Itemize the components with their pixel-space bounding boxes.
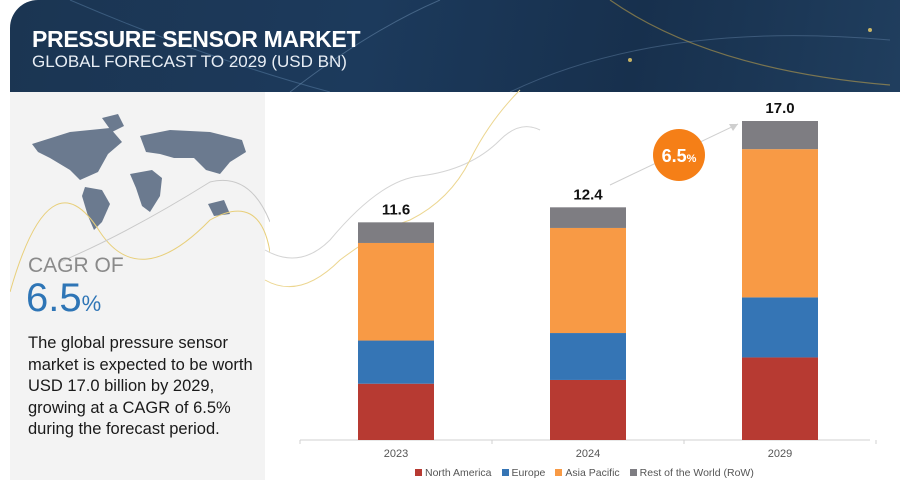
total-label-2023: 11.6: [382, 201, 410, 218]
world-map-icon: [10, 114, 270, 292]
legend-label: Asia Pacific: [565, 467, 620, 479]
cagr-badge-text: 6.5%: [662, 146, 697, 166]
chart-title: PRESSURE SENSOR MARKET: [32, 26, 361, 52]
total-label-2024: 12.4: [573, 186, 603, 203]
total-label-2029: 17.0: [765, 100, 794, 117]
legend-label: Rest of the World (RoW): [639, 467, 754, 479]
cagr-unit: %: [81, 291, 102, 316]
market-description: The global pressure sensor market is exp…: [28, 334, 253, 438]
bar-segment-asia-pacific-2023: [358, 242, 434, 341]
cagr-badge: [653, 129, 705, 181]
cagr-number: 6.5: [26, 276, 82, 320]
x-tick-label-2024: 2024: [576, 448, 600, 460]
decor-curve: [264, 126, 541, 259]
legend-item: Europe: [501, 467, 546, 479]
legend-swatch: [501, 469, 509, 476]
decor-curve: [264, 89, 521, 288]
legend-item: Rest of the World (RoW): [629, 467, 754, 479]
legend-swatch: [555, 469, 563, 476]
x-tick-label-2023: 2023: [384, 448, 408, 460]
legend: North America Europe Asia Pacific Rest of t…: [415, 467, 754, 479]
header-banner: PRESSURE SENSOR MARKET GLOBAL FORECAST T…: [10, 0, 900, 92]
bar-segment-asia-pacific-2024: [550, 227, 626, 334]
cagr-value: 6.5%: [26, 276, 101, 321]
header-decoration: [69, 0, 891, 92]
bar-segment-asia-pacific-2029: [742, 149, 818, 298]
legend-swatch: [629, 469, 637, 476]
bar-segment-rest-of-the-world-row--2029: [742, 121, 818, 150]
legend-label: North America: [425, 467, 492, 479]
chart-subtitle: GLOBAL FORECAST TO 2029 (USD BN): [32, 52, 347, 71]
bar-segment-rest-of-the-world-row--2024: [550, 207, 626, 228]
bar-segment-europe-2024: [550, 333, 626, 380]
legend-item: Asia Pacific: [555, 467, 620, 479]
bar-segment-north-america-2029: [742, 357, 818, 440]
legend-label: Europe: [511, 467, 546, 479]
legend-swatch: [415, 469, 422, 476]
cagr-label: CAGR OF: [28, 254, 124, 277]
x-tick-label-2029: 2029: [768, 448, 792, 460]
bar-segment-north-america-2024: [550, 379, 626, 440]
bar-segment-north-america-2023: [358, 383, 434, 440]
bar-segment-europe-2029: [742, 297, 818, 358]
bar-segment-rest-of-the-world-row--2023: [358, 222, 434, 243]
legend-item: North America: [415, 467, 492, 479]
growth-arrow-head: [729, 124, 738, 131]
bar-segment-europe-2023: [358, 340, 434, 384]
